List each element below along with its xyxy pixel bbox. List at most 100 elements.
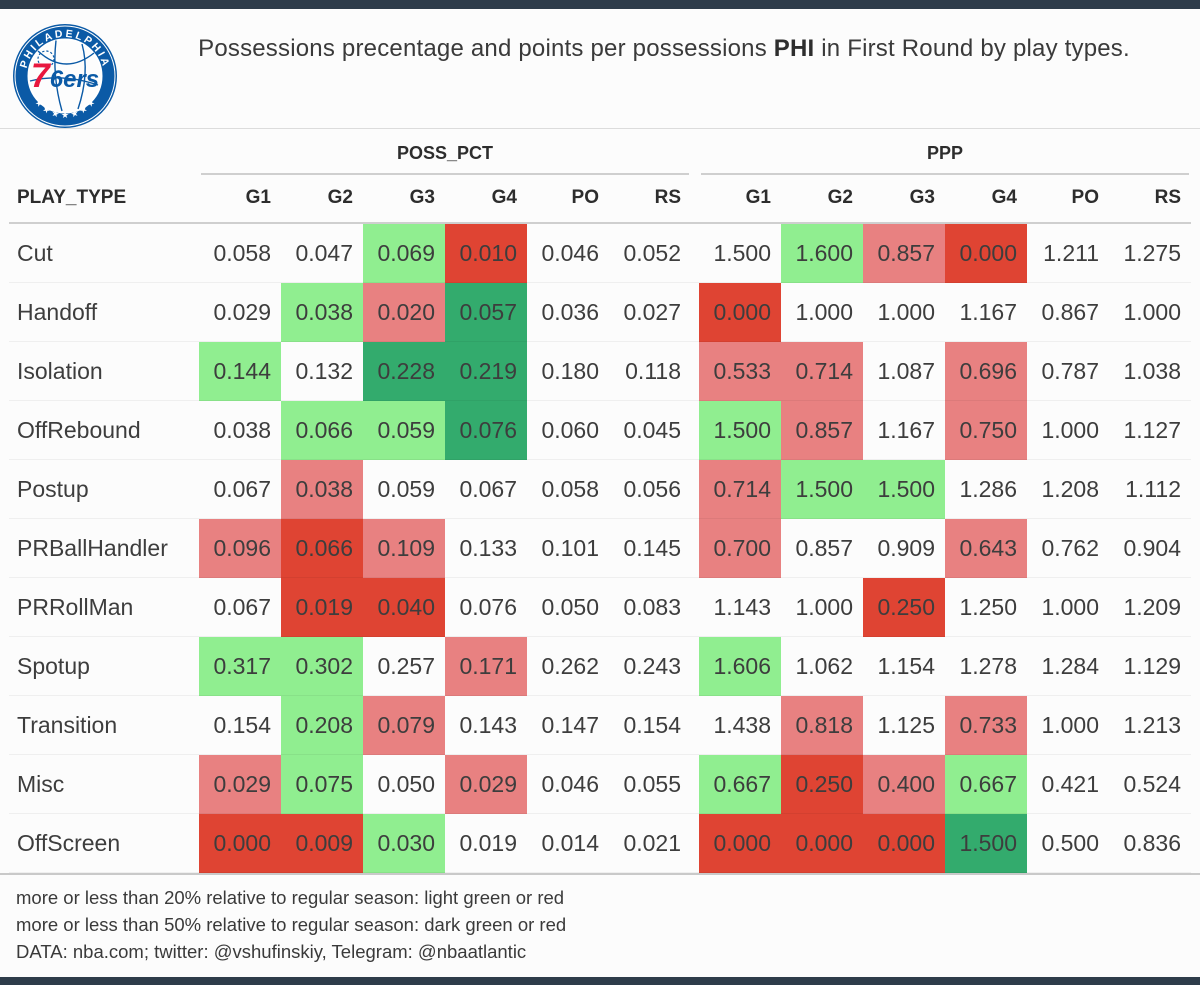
group-header-ppp: PPP <box>699 129 1191 175</box>
sixers-logo-icon: PHILADELPHIA ★ ★ ★ ★ ★ ★ ★ 76ers <box>13 24 117 128</box>
ppp-value-cell: 0.500 <box>1027 813 1109 873</box>
poss-pct-value-cell: 0.132 <box>281 341 363 401</box>
ppp-value-cell: 0.857 <box>781 400 863 460</box>
ppp-value-cell: 0.400 <box>863 754 945 814</box>
table-row: OffRebound 0.038 0.066 0.059 0.076 0.060 0.045… <box>9 400 1191 460</box>
table-row: Handoff 0.029 0.038 0.020 0.057 0.036 0.027 0.0… <box>9 282 1191 342</box>
ppp-value-cell: 0.000 <box>945 223 1027 283</box>
column-header-ppp-rs: RS <box>1109 175 1191 224</box>
poss-pct-value-cell: 0.056 <box>609 459 691 519</box>
ppp-value-cell: 1.208 <box>1027 459 1109 519</box>
ppp-value-cell: 1.087 <box>863 341 945 401</box>
poss-pct-value-cell: 0.154 <box>199 695 281 755</box>
ppp-value-cell: 1.606 <box>699 636 781 696</box>
ppp-value-cell: 1.286 <box>945 459 1027 519</box>
poss-pct-value-cell: 0.079 <box>363 695 445 755</box>
ppp-value-cell: 0.904 <box>1109 518 1191 578</box>
group-spacer <box>691 282 699 342</box>
table-row: Cut 0.058 0.047 0.069 0.010 0.046 0.052 1.500 1.… <box>9 223 1191 283</box>
table-row: OffScreen 0.000 0.009 0.030 0.019 0.014 0.021 0… <box>9 813 1191 873</box>
table-row: PRRollMan 0.067 0.019 0.040 0.076 0.050 0.083 1… <box>9 577 1191 637</box>
poss-pct-value-cell: 0.000 <box>199 813 281 873</box>
group-label-poss-pct: POSS_PCT <box>201 143 689 175</box>
group-spacer <box>691 223 699 283</box>
poss-pct-value-cell: 0.019 <box>281 577 363 637</box>
ppp-value-cell: 1.209 <box>1109 577 1191 637</box>
poss-pct-value-cell: 0.036 <box>527 282 609 342</box>
title-team-code: PHI <box>773 35 815 62</box>
poss-pct-value-cell: 0.058 <box>199 223 281 283</box>
legend-footer: more or less than 20% relative to regula… <box>0 873 1200 975</box>
poss-pct-value-cell: 0.171 <box>445 636 527 696</box>
ppp-value-cell: 1.250 <box>945 577 1027 637</box>
poss-pct-value-cell: 0.133 <box>445 518 527 578</box>
play-type-label: Isolation <box>9 341 199 401</box>
ppp-value-cell: 1.278 <box>945 636 1027 696</box>
group-gap <box>691 129 699 175</box>
poss-pct-value-cell: 0.067 <box>199 577 281 637</box>
poss-pct-value-cell: 0.180 <box>527 341 609 401</box>
poss-pct-value-cell: 0.317 <box>199 636 281 696</box>
ppp-value-cell: 0.667 <box>699 754 781 814</box>
ppp-value-cell: 0.762 <box>1027 518 1109 578</box>
play-type-label: Postup <box>9 459 199 519</box>
poss-pct-value-cell: 0.076 <box>445 400 527 460</box>
title-prefix: Possessions precentage and points per po… <box>198 35 774 62</box>
play-type-label: OffRebound <box>9 400 199 460</box>
poss-pct-value-cell: 0.219 <box>445 341 527 401</box>
poss-pct-value-cell: 0.067 <box>199 459 281 519</box>
ppp-value-cell: 0.867 <box>1027 282 1109 342</box>
ppp-value-cell: 1.438 <box>699 695 781 755</box>
ppp-value-cell: 1.600 <box>781 223 863 283</box>
ppp-value-cell: 0.250 <box>863 577 945 637</box>
ppp-value-cell: 1.284 <box>1027 636 1109 696</box>
source-line: DATA: nba.com; twitter: @vshufinskiy, Te… <box>16 941 527 962</box>
ppp-value-cell: 0.250 <box>781 754 863 814</box>
ppp-value-cell: 0.643 <box>945 518 1027 578</box>
poss-pct-value-cell: 0.066 <box>281 518 363 578</box>
legend-line-20pct: more or less than 20% relative to regula… <box>16 887 565 908</box>
group-spacer <box>691 695 699 755</box>
ppp-value-cell: 1.500 <box>699 400 781 460</box>
poss-pct-value-cell: 0.143 <box>445 695 527 755</box>
poss-pct-value-cell: 0.058 <box>527 459 609 519</box>
poss-pct-value-cell: 0.040 <box>363 577 445 637</box>
ppp-value-cell: 1.000 <box>1109 282 1191 342</box>
ppp-value-cell: 0.733 <box>945 695 1027 755</box>
poss-pct-value-cell: 0.075 <box>281 754 363 814</box>
stats-table: POSS_PCT PPP PLAY_TYPE G1 G2 G3 G4 PO RS G1 G2 G3… <box>9 129 1191 873</box>
play-type-label: OffScreen <box>9 813 199 873</box>
ppp-value-cell: 1.211 <box>1027 223 1109 283</box>
ppp-value-cell: 0.836 <box>1109 813 1191 873</box>
group-spacer <box>691 459 699 519</box>
column-header-poss-g2: G2 <box>281 175 363 224</box>
ppp-value-cell: 1.000 <box>781 577 863 637</box>
poss-pct-value-cell: 0.050 <box>527 577 609 637</box>
poss-pct-value-cell: 0.029 <box>199 754 281 814</box>
table-row: Spotup 0.317 0.302 0.257 0.171 0.262 0.243 1.60… <box>9 636 1191 696</box>
ppp-value-cell: 1.127 <box>1109 400 1191 460</box>
poss-pct-value-cell: 0.046 <box>527 754 609 814</box>
column-header-poss-g4: G4 <box>445 175 527 224</box>
play-type-label: Handoff <box>9 282 199 342</box>
ppp-value-cell: 0.000 <box>863 813 945 873</box>
poss-pct-value-cell: 0.020 <box>363 282 445 342</box>
header-band: PHILADELPHIA ★ ★ ★ ★ ★ ★ ★ 76ers Possess… <box>0 9 1200 128</box>
group-spacer <box>691 577 699 637</box>
play-type-label: Spotup <box>9 636 199 696</box>
column-header-ppp-g3: G3 <box>863 175 945 224</box>
group-spacer <box>691 813 699 873</box>
table-row: Transition 0.154 0.208 0.079 0.143 0.147 0.154… <box>9 695 1191 755</box>
column-header-poss-po: PO <box>527 175 609 224</box>
column-header-ppp-g1: G1 <box>699 175 781 224</box>
group-header-row: POSS_PCT PPP <box>9 129 1191 175</box>
column-header-poss-g1: G1 <box>199 175 281 224</box>
ppp-value-cell: 1.500 <box>863 459 945 519</box>
poss-pct-value-cell: 0.046 <box>527 223 609 283</box>
poss-pct-value-cell: 0.019 <box>445 813 527 873</box>
ppp-value-cell: 0.750 <box>945 400 1027 460</box>
table-body: Cut 0.058 0.047 0.069 0.010 0.046 0.052 1.500 1.… <box>9 223 1191 873</box>
table-row: Postup 0.067 0.038 0.059 0.067 0.058 0.056 0.71… <box>9 459 1191 519</box>
ppp-value-cell: 0.700 <box>699 518 781 578</box>
poss-pct-value-cell: 0.144 <box>199 341 281 401</box>
